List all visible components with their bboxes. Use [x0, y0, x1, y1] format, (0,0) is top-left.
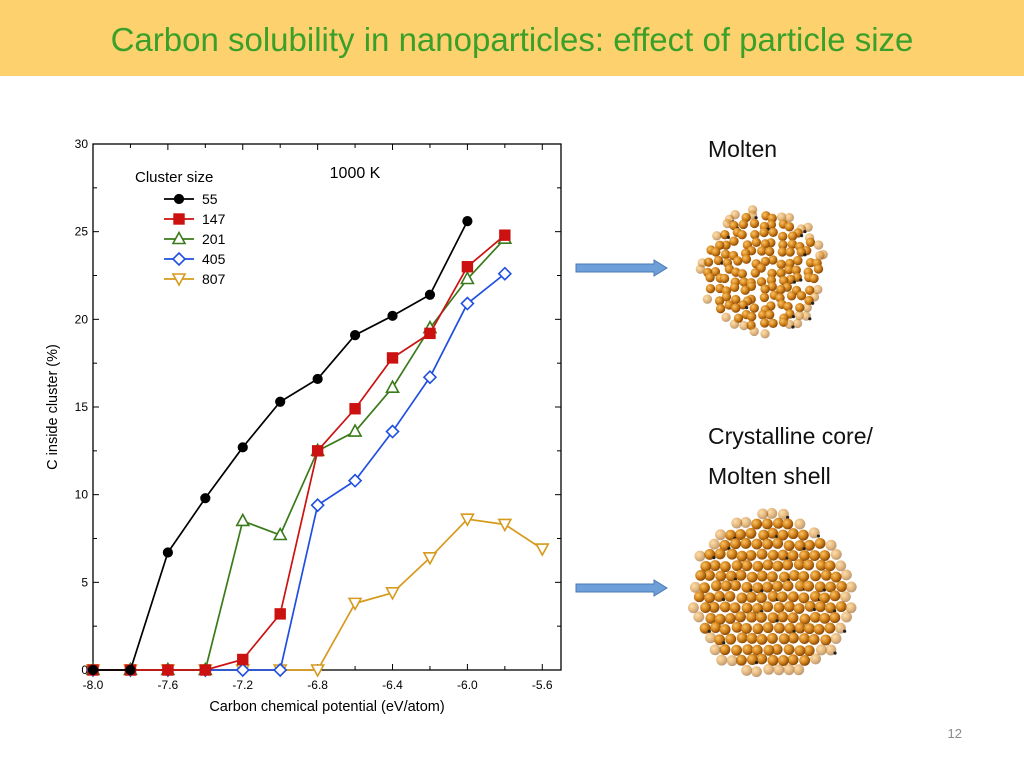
- data-point-201: [235, 512, 251, 527]
- y-tick-label: 25: [75, 225, 89, 239]
- data-point-147: [162, 664, 174, 676]
- data-point-147: [424, 327, 436, 340]
- data-point-55: [387, 310, 398, 321]
- data-point-147: [237, 653, 249, 666]
- x-tick-label: -6.4: [382, 678, 403, 692]
- plot-frame: [92, 143, 562, 671]
- legend-label-807: 807: [202, 271, 226, 287]
- slide-title: Carbon solubility in nanoparticles: effe…: [110, 21, 914, 58]
- data-point-201: [460, 270, 475, 285]
- data-point-147: [311, 445, 324, 457]
- x-tick-label: -7.2: [232, 678, 253, 692]
- y-tick-label: 10: [75, 488, 89, 502]
- y-tick-label: 5: [81, 575, 88, 589]
- x-tick-label: -6.8: [307, 678, 328, 692]
- data-point-405: [385, 424, 400, 439]
- temperature-annotation: 1000 K: [330, 165, 381, 182]
- data-point-807: [310, 664, 325, 678]
- data-point-147: [499, 229, 511, 241]
- y-tick-label: 15: [75, 400, 89, 414]
- arrow-right-icon-crystalline: [575, 579, 668, 597]
- y-tick-label: 20: [75, 312, 89, 326]
- series-line-807: [93, 518, 543, 671]
- legend-marker-201: [171, 230, 187, 245]
- y-tick-label: 30: [75, 137, 89, 151]
- data-point-147: [386, 352, 399, 364]
- solubility-chart: -8.0 -7.6 -7.2 -6.8 -6.4 -6.0 -5.6 0 5 10 15 20 25 30…: [45, 137, 562, 715]
- crystalline-label-line2: Molten shell: [708, 463, 831, 489]
- title-bar: [0, 0, 1024, 76]
- series-line-405: [93, 273, 506, 671]
- crystalline-label-line1: Crystalline core/: [708, 423, 873, 449]
- legend-label-147: 147: [202, 211, 226, 227]
- data-point-55: [275, 396, 286, 407]
- data-point-807: [347, 597, 363, 612]
- data-point-405: [235, 662, 250, 678]
- data-point-201: [347, 423, 363, 437]
- data-point-147: [199, 664, 212, 676]
- data-point-201: [272, 526, 288, 541]
- legend-marker-55: [173, 193, 185, 205]
- legend-marker-147: [173, 213, 185, 225]
- data-point-55: [87, 664, 99, 676]
- series-line-201: [93, 238, 506, 671]
- data-point-807: [460, 513, 475, 527]
- data-point-405: [347, 473, 363, 488]
- data-point-55: [312, 373, 323, 385]
- data-point-807: [497, 518, 513, 533]
- page-number: 12: [947, 726, 962, 741]
- data-point-55: [125, 664, 136, 676]
- crystalline-cluster-image: [687, 507, 857, 678]
- data-point-55: [162, 547, 173, 558]
- data-point-807: [385, 587, 400, 601]
- data-point-807: [534, 543, 550, 557]
- x-tick-label: -6.0: [457, 678, 478, 692]
- data-point-55: [200, 493, 211, 504]
- data-point-55: [424, 289, 436, 300]
- y-axis-label: C inside cluster (%): [45, 344, 61, 470]
- data-point-55: [237, 442, 248, 453]
- data-point-147: [461, 261, 474, 273]
- data-point-147: [349, 403, 361, 415]
- x-tick-label: -8.0: [83, 678, 104, 692]
- data-point-147: [274, 608, 286, 620]
- y-tick-label: 0: [81, 663, 88, 677]
- legend-title: Cluster size: [135, 169, 213, 186]
- arrow-right-icon-molten: [575, 259, 668, 277]
- data-point-55: [462, 216, 473, 227]
- molten-cluster-image: [695, 205, 828, 339]
- x-tick-label: -5.6: [532, 678, 553, 692]
- data-point-55: [349, 330, 361, 341]
- molten-label: Molten: [708, 136, 778, 162]
- series-line-55: [93, 220, 469, 671]
- data-point-405: [422, 370, 438, 385]
- legend-marker-807: [171, 273, 187, 287]
- data-point-405: [460, 296, 475, 311]
- data-point-807: [422, 551, 438, 566]
- x-axis-label: Carbon chemical potential (eV/atom): [209, 699, 444, 715]
- series-line-147: [93, 234, 506, 671]
- x-tick-label: -7.6: [158, 678, 179, 692]
- legend-label-201: 201: [202, 231, 226, 247]
- legend-label-405: 405: [202, 251, 226, 267]
- legend-marker-405: [171, 251, 187, 267]
- data-point-201: [385, 379, 400, 394]
- data-point-405: [497, 266, 512, 281]
- legend-label-55: 55: [202, 191, 218, 207]
- data-point-405: [273, 662, 288, 678]
- data-point-405: [310, 498, 325, 513]
